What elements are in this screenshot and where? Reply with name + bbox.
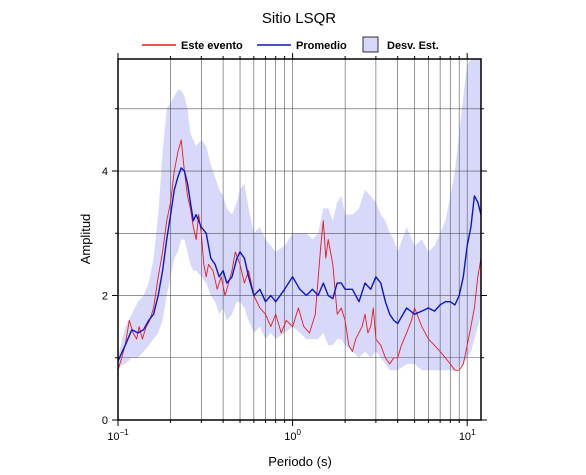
series-line-mean: [117, 167, 482, 362]
x-tick-label: 101: [459, 428, 476, 443]
legend-mean-label: Promedio: [296, 40, 347, 52]
x-tick-label: 10−1: [107, 428, 129, 443]
y-tick-label: 4: [102, 166, 108, 178]
x-axis-label: Periodo (s): [268, 454, 332, 469]
legend-event-label: Este evento: [181, 40, 243, 52]
y-tick-label: 0: [102, 415, 108, 427]
std-band: [118, 59, 481, 371]
chart-title: Sitio LSQR: [262, 10, 336, 27]
legend: Este evento Promedio Desv. Est.: [142, 36, 439, 53]
y-tick-label: 2: [102, 291, 108, 303]
y-axis-label: Amplitud: [78, 214, 93, 265]
series-line-event: [117, 139, 482, 371]
x-tick-label: 100: [284, 428, 301, 443]
legend-std-swatch: [362, 36, 379, 53]
plot-frame: [117, 58, 482, 421]
legend-std-label: Desv. Est.: [387, 40, 439, 52]
